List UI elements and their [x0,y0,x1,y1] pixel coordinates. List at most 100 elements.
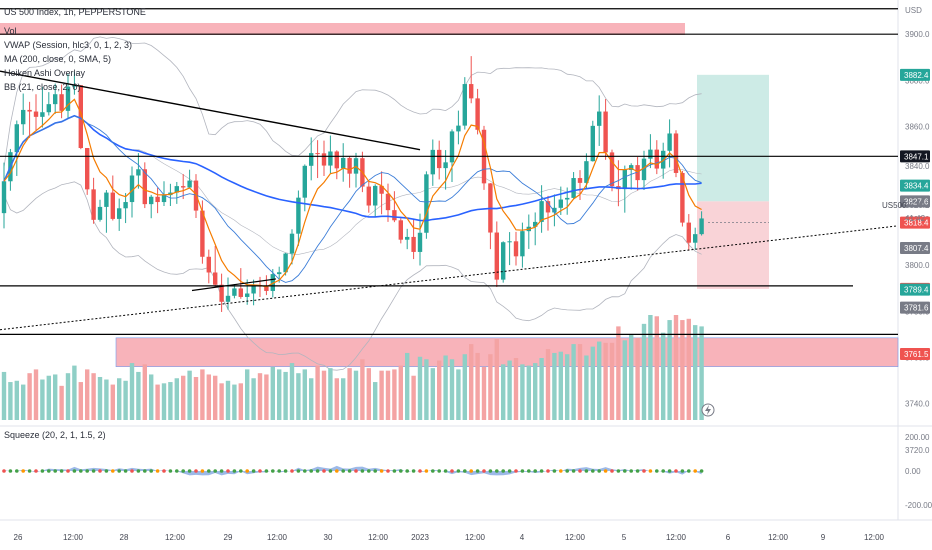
candle-body[interactable] [238,288,243,297]
candle-body[interactable] [411,236,416,252]
candle-body[interactable] [174,186,179,193]
candle-body[interactable] [424,174,429,233]
candle-body[interactable] [142,169,147,205]
candle-body[interactable] [558,199,563,208]
candle-body[interactable] [456,125,461,132]
candle-body[interactable] [475,98,480,130]
trendline-short[interactable] [191,278,277,292]
candle-body[interactable] [398,220,403,240]
candle-body[interactable] [59,94,64,111]
candle-body[interactable] [27,109,32,112]
candle-body[interactable] [251,285,256,294]
candle-body[interactable] [405,236,410,240]
candle-body[interactable] [622,169,627,190]
candle-body[interactable] [533,221,538,227]
candle-body[interactable] [78,85,83,149]
candle-body[interactable] [110,192,115,219]
candle-body[interactable] [91,189,96,220]
candle-body[interactable] [85,148,90,190]
legend-vol[interactable]: Vol [4,26,17,36]
candle-body[interactable] [315,153,320,155]
candle-body[interactable] [97,206,103,220]
candle-body[interactable] [347,157,352,174]
candle-body[interactable] [648,149,653,159]
time-axis[interactable]: 26 12:00 28 12:00 29 12:00 30 12:00 2023 12:00 4 12… [14,533,885,542]
candle-body[interactable] [673,133,679,173]
candle-body[interactable] [417,232,423,252]
trendline-support[interactable] [0,225,899,331]
candle-body[interactable] [584,161,589,183]
candle-body[interactable] [40,112,45,117]
candle-body[interactable] [680,172,685,223]
candle-body[interactable] [373,185,378,206]
candle-body[interactable] [513,241,519,257]
candle-body[interactable] [21,109,26,125]
legend-ma[interactable]: MA (200, close, 0, SMA, 5) [4,54,112,64]
candle-body[interactable] [14,124,19,153]
candle-body[interactable] [213,272,218,285]
candle-body[interactable] [392,210,397,221]
candle-body[interactable] [232,288,237,296]
candle-body[interactable] [1,181,7,214]
candle-body[interactable] [654,149,659,169]
candle-body[interactable] [629,165,634,170]
candle-body[interactable] [328,151,333,166]
candle-body[interactable] [309,153,314,166]
legend-bb[interactable]: BB (21, close, 2, 0) [4,82,81,92]
candle-body[interactable] [302,165,307,198]
candle-body[interactable] [104,192,109,207]
candles[interactable] [1,56,704,312]
candle-body[interactable] [366,186,371,206]
candle-body[interactable] [264,286,269,291]
candle-body[interactable] [552,207,557,213]
candle-body[interactable] [501,242,506,280]
candle-body[interactable] [379,185,384,194]
candle-body[interactable] [494,232,499,280]
candle-body[interactable] [430,149,435,175]
candle-body[interactable] [520,231,525,257]
candle-body[interactable] [187,180,192,188]
lightning-icon[interactable] [701,403,715,417]
candle-body[interactable] [571,178,576,198]
candle-body[interactable] [296,197,301,234]
candle-body[interactable] [136,169,141,176]
candle-body[interactable] [590,125,595,162]
candle-body[interactable] [117,208,122,219]
candle-body[interactable] [667,133,672,151]
drawn-lines[interactable] [0,8,899,335]
candle-body[interactable] [437,149,442,169]
candle-body[interactable] [277,272,282,275]
candle-body[interactable] [200,210,205,257]
candle-body[interactable] [219,284,224,302]
candle-body[interactable] [635,165,640,181]
candle-body[interactable] [449,131,455,163]
candle-body[interactable] [507,241,512,243]
candle-body[interactable] [283,253,288,273]
candle-body[interactable] [321,153,327,166]
candle-body[interactable] [686,222,691,243]
candle-body[interactable] [699,218,704,235]
legend-squeeze[interactable]: Squeeze (20, 2, 1, 1.5, 2) [4,430,106,440]
position-target-zone[interactable] [697,74,769,202]
candle-body[interactable] [545,201,551,213]
candle-body[interactable] [334,151,339,169]
candle-body[interactable] [469,84,474,99]
candle-body[interactable] [155,196,160,203]
candle-body[interactable] [693,234,698,243]
candle-body[interactable] [123,202,128,209]
candle-body[interactable] [341,157,346,169]
candle-body[interactable] [33,111,39,117]
candle-body[interactable] [46,104,51,113]
legend-heiken[interactable]: Heiken Ashi Overlay [4,68,86,78]
candle-body[interactable] [65,86,71,111]
candle-body[interactable] [385,193,391,211]
candle-body[interactable] [225,295,231,302]
candle-body[interactable] [641,158,647,181]
candle-body[interactable] [565,197,570,200]
candle-body[interactable] [270,274,275,291]
candle-body[interactable] [289,233,295,254]
candle-body[interactable] [609,152,615,187]
legend-vwap[interactable]: VWAP (Session, hlc3, 0, 1, 2, 3) [4,40,133,50]
candle-body[interactable] [53,94,58,105]
